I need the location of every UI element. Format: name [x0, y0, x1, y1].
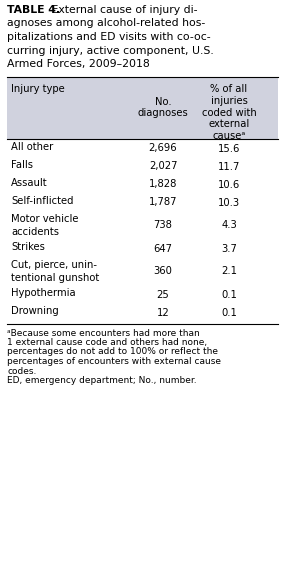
- Text: 647: 647: [153, 244, 172, 253]
- Text: 0.1: 0.1: [221, 307, 237, 318]
- Text: Falls: Falls: [11, 161, 33, 170]
- Text: Strikes: Strikes: [11, 243, 45, 253]
- Text: % of all
injuries
coded with
external
causeᵃ: % of all injuries coded with external ca…: [202, 85, 256, 141]
- Text: 2,027: 2,027: [149, 161, 177, 171]
- Text: 2,696: 2,696: [149, 143, 177, 153]
- Text: 1 external cause code and others had none,: 1 external cause code and others had non…: [7, 338, 207, 347]
- Text: 11.7: 11.7: [218, 161, 240, 171]
- Text: 4.3: 4.3: [221, 221, 237, 231]
- Text: ᵃBecause some encounters had more than: ᵃBecause some encounters had more than: [7, 328, 200, 337]
- Text: Armed Forces, 2009–2018: Armed Forces, 2009–2018: [7, 59, 150, 69]
- Text: 1,828: 1,828: [149, 179, 177, 190]
- Text: TABLE 4.: TABLE 4.: [7, 5, 60, 15]
- Text: 2.1: 2.1: [221, 267, 237, 276]
- Text: 738: 738: [154, 221, 172, 231]
- Text: pitalizations and ED visits with co-oc-: pitalizations and ED visits with co-oc-: [7, 32, 211, 42]
- Text: 10.6: 10.6: [218, 179, 240, 190]
- Text: curring injury, active component, U.S.: curring injury, active component, U.S.: [7, 46, 214, 55]
- Text: 25: 25: [156, 289, 169, 299]
- Text: Assault: Assault: [11, 178, 48, 188]
- Text: 0.1: 0.1: [221, 289, 237, 299]
- Bar: [7, 77, 278, 139]
- Text: 1,787: 1,787: [149, 197, 177, 208]
- Text: codes.: codes.: [7, 367, 36, 376]
- Text: Drowning: Drowning: [11, 306, 59, 316]
- Text: No.
diagnoses: No. diagnoses: [138, 96, 188, 118]
- Text: ED, emergency department; No., number.: ED, emergency department; No., number.: [7, 376, 197, 385]
- Text: agnoses among alcohol-related hos-: agnoses among alcohol-related hos-: [7, 19, 205, 29]
- Text: Motor vehicle
accidents: Motor vehicle accidents: [11, 214, 78, 237]
- Text: External cause of injury di-: External cause of injury di-: [48, 5, 197, 15]
- Text: 3.7: 3.7: [221, 244, 237, 253]
- Text: Self-inflicted: Self-inflicted: [11, 196, 74, 206]
- Text: 360: 360: [154, 267, 172, 276]
- Text: percentages of encounters with external cause: percentages of encounters with external …: [7, 357, 221, 366]
- Text: Hypothermia: Hypothermia: [11, 289, 76, 298]
- Text: 12: 12: [156, 307, 169, 318]
- Text: percentages do not add to 100% or reflect the: percentages do not add to 100% or reflec…: [7, 347, 218, 356]
- Text: Injury type: Injury type: [11, 85, 65, 95]
- Text: 15.6: 15.6: [218, 143, 240, 153]
- Text: 10.3: 10.3: [218, 197, 240, 208]
- Text: All other: All other: [11, 143, 53, 152]
- Text: Cut, pierce, unin-
tentional gunshot: Cut, pierce, unin- tentional gunshot: [11, 261, 99, 283]
